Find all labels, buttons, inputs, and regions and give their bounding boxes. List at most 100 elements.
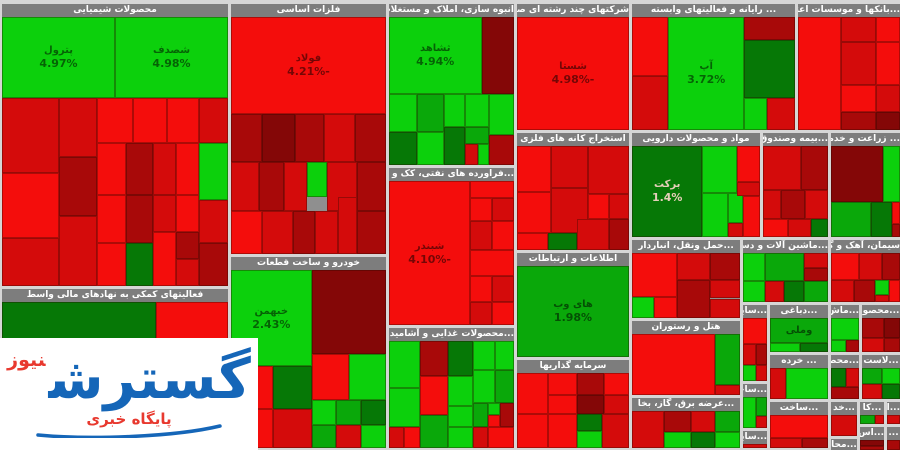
stock-tile[interactable]	[311, 270, 386, 354]
stock-tile[interactable]	[767, 98, 795, 130]
stock-tile[interactable]	[477, 144, 489, 165]
stock-tile[interactable]	[840, 111, 876, 130]
stock-tile[interactable]	[887, 440, 900, 450]
stock-tile[interactable]: خبهمن 2.43%	[231, 270, 312, 367]
stock-tile[interactable]	[736, 146, 760, 183]
stock-tile[interactable]	[96, 242, 127, 286]
stock-tile[interactable]	[604, 394, 629, 414]
stock-tile[interactable]	[715, 334, 740, 386]
stock-tile[interactable]	[811, 218, 828, 237]
stock-tile[interactable]	[728, 223, 744, 237]
stock-tile[interactable]	[709, 280, 740, 299]
stock-tile[interactable]: پترول 4.97%	[2, 17, 115, 98]
stock-tile[interactable]	[884, 338, 900, 352]
stock-tile[interactable]	[356, 161, 386, 212]
stock-tile[interactable]	[831, 202, 872, 237]
stock-tile[interactable]	[294, 114, 324, 162]
stock-tile[interactable]	[783, 281, 805, 302]
stock-tile[interactable]	[862, 338, 885, 352]
stock-tile[interactable]	[470, 181, 514, 199]
stock-tile[interactable]	[495, 341, 514, 370]
stock-tile[interactable]	[420, 376, 448, 415]
stock-tile[interactable]	[632, 253, 678, 298]
stock-tile[interactable]	[487, 426, 514, 448]
stock-tile[interactable]	[763, 218, 788, 237]
stock-tile[interactable]	[58, 97, 97, 157]
stock-tile[interactable]	[804, 253, 828, 268]
stock-tile[interactable]	[550, 146, 588, 188]
stock-tile[interactable]	[831, 146, 884, 203]
stock-tile[interactable]	[96, 194, 127, 243]
stock-tile[interactable]	[875, 279, 889, 295]
stock-tile[interactable]: شبندر -4.10%	[389, 181, 471, 325]
stock-tile[interactable]	[787, 218, 812, 237]
stock-tile[interactable]	[293, 211, 315, 254]
stock-tile[interactable]	[770, 438, 802, 448]
stock-tile[interactable]	[444, 93, 466, 127]
stock-tile[interactable]	[743, 365, 757, 381]
stock-tile[interactable]	[875, 111, 900, 130]
stock-tile[interactable]	[608, 218, 629, 250]
stock-tile[interactable]	[702, 193, 728, 237]
stock-tile[interactable]	[283, 161, 307, 212]
stock-tile[interactable]	[96, 143, 127, 195]
stock-tile[interactable]	[715, 385, 740, 395]
stock-tile[interactable]	[691, 411, 716, 433]
stock-tile[interactable]	[770, 343, 801, 352]
stock-tile[interactable]	[632, 75, 668, 130]
stock-tile[interactable]	[709, 253, 740, 281]
stock-tile[interactable]	[577, 430, 603, 448]
stock-tile[interactable]	[126, 194, 154, 243]
stock-tile[interactable]	[389, 93, 417, 133]
stock-tile[interactable]: برکت 1.4%	[632, 146, 703, 237]
stock-tile[interactable]	[862, 368, 882, 385]
stock-tile[interactable]: ثشاهد 4.94%	[389, 17, 482, 94]
stock-tile[interactable]	[548, 394, 578, 414]
stock-tile[interactable]	[882, 253, 900, 280]
stock-tile[interactable]	[500, 403, 514, 427]
stock-tile[interactable]	[96, 97, 134, 144]
stock-tile[interactable]	[491, 301, 514, 325]
stock-tile[interactable]	[404, 426, 421, 448]
stock-tile[interactable]	[356, 211, 386, 254]
stock-tile[interactable]	[258, 161, 284, 212]
stock-tile[interactable]	[881, 384, 900, 399]
stock-tile[interactable]	[262, 114, 295, 162]
stock-tile[interactable]	[744, 39, 795, 99]
stock-tile[interactable]	[198, 242, 228, 286]
stock-tile[interactable]	[311, 424, 337, 448]
stock-tile[interactable]: فولاد -4.21%	[231, 17, 386, 115]
stock-tile[interactable]	[489, 93, 514, 136]
stock-tile[interactable]	[781, 189, 805, 219]
stock-tile[interactable]	[416, 93, 444, 133]
stock-tile[interactable]	[891, 224, 900, 237]
stock-tile[interactable]	[444, 126, 466, 165]
stock-tile[interactable]	[883, 146, 900, 203]
stock-tile[interactable]	[577, 373, 605, 395]
stock-tile[interactable]	[858, 253, 883, 280]
stock-tile[interactable]	[765, 253, 805, 282]
stock-tile[interactable]	[311, 399, 337, 425]
stock-tile[interactable]	[2, 237, 59, 286]
stock-tile[interactable]	[314, 211, 338, 254]
stock-tile[interactable]	[548, 413, 578, 448]
stock-tile[interactable]	[862, 318, 885, 339]
stock-tile[interactable]	[389, 426, 404, 448]
stock-tile[interactable]	[875, 17, 900, 42]
stock-tile[interactable]	[728, 193, 744, 224]
stock-tile[interactable]	[804, 281, 828, 302]
stock-tile[interactable]	[489, 135, 514, 165]
stock-tile[interactable]	[231, 211, 262, 254]
stock-tile[interactable]	[361, 399, 386, 425]
stock-tile[interactable]	[715, 411, 740, 433]
stock-tile[interactable]: آپ 3.72%	[667, 17, 745, 130]
stock-tile[interactable]	[126, 242, 154, 286]
stock-tile[interactable]	[153, 232, 176, 286]
stock-tile[interactable]	[176, 259, 199, 286]
stock-tile[interactable]	[198, 143, 228, 200]
stock-tile[interactable]	[470, 250, 514, 277]
stock-tile[interactable]	[465, 126, 489, 145]
stock-tile[interactable]	[632, 411, 665, 448]
stock-tile[interactable]	[389, 341, 421, 389]
stock-tile[interactable]	[420, 341, 448, 377]
